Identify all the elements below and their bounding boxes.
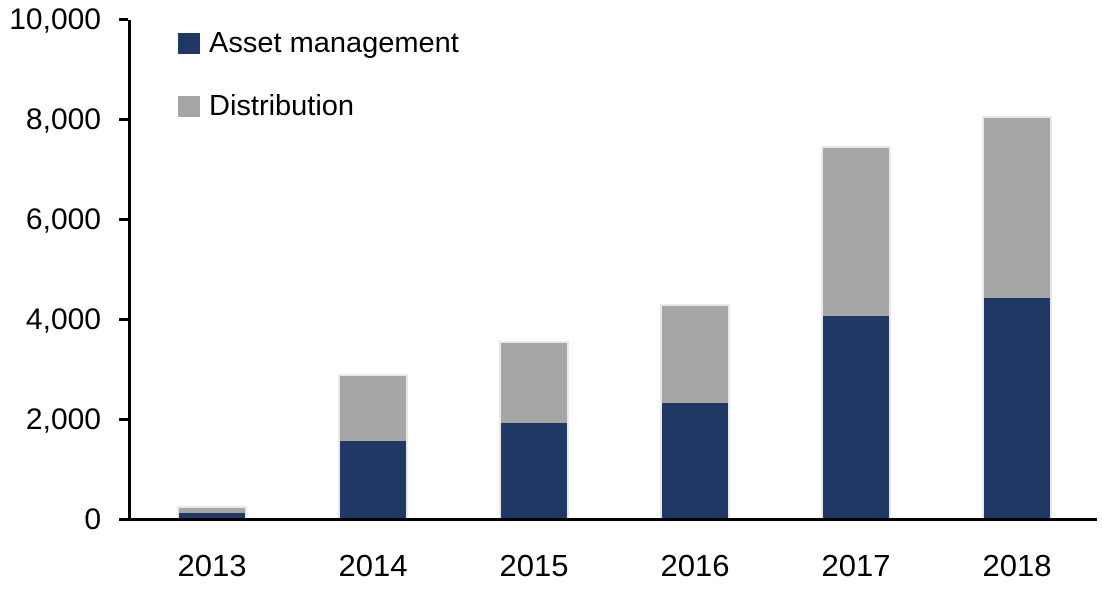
bar-2016	[660, 303, 730, 520]
y-axis-tick	[119, 518, 128, 521]
x-axis-label-2017: 2017	[821, 548, 891, 583]
bar-2014	[338, 373, 408, 520]
bar-segment-distribution-2013	[179, 508, 245, 513]
bar-2018	[982, 116, 1052, 520]
bar-segment-distribution-2017	[823, 148, 889, 316]
y-axis-line	[128, 20, 131, 521]
legend-label: Asset management	[209, 27, 459, 59]
legend-item-distribution: Distribution	[178, 90, 459, 122]
bar-2017	[821, 146, 891, 520]
bar-segment-distribution-2015	[501, 343, 567, 423]
bar-2015	[499, 341, 569, 520]
bar-segment-distribution-2016	[662, 305, 728, 403]
legend-label: Distribution	[209, 90, 355, 122]
x-axis-label-2018: 2018	[982, 548, 1052, 583]
y-axis-tick	[119, 118, 128, 121]
bar-segment-asset-management-2014	[340, 440, 406, 518]
bar-segment-asset-management-2013	[179, 513, 245, 518]
x-axis-label-2014: 2014	[338, 548, 408, 583]
y-axis-tick-label: 6,000	[25, 202, 101, 236]
legend: Asset management Distribution	[178, 27, 459, 159]
y-axis-tick-label: 10,000	[9, 2, 101, 36]
y-axis-tick	[119, 18, 128, 21]
bar-segment-distribution-2018	[984, 118, 1050, 298]
y-axis-tick-label: 2,000	[25, 402, 101, 436]
bar-segment-asset-management-2015	[501, 423, 567, 518]
x-axis-label-2015: 2015	[499, 548, 569, 583]
legend-item-asset-management: Asset management	[178, 27, 459, 59]
bar-segment-asset-management-2017	[823, 315, 889, 518]
x-axis-line	[128, 518, 1097, 521]
legend-swatch-icon	[178, 96, 200, 117]
x-axis-label-2016: 2016	[660, 548, 730, 583]
x-axis-label-2013: 2013	[177, 548, 247, 583]
bar-segment-asset-management-2016	[662, 403, 728, 518]
bar-segment-distribution-2014	[340, 375, 406, 441]
y-axis-tick-label: 0	[84, 502, 101, 536]
y-axis-tick	[119, 318, 128, 321]
legend-swatch-icon	[178, 33, 200, 54]
bar-segment-asset-management-2018	[984, 298, 1050, 518]
y-axis-tick	[119, 418, 128, 421]
y-axis-tick	[119, 218, 128, 221]
y-axis-tick-label: 4,000	[25, 302, 101, 336]
bar-2013	[177, 506, 247, 520]
y-axis-tick-label: 8,000	[25, 102, 101, 136]
